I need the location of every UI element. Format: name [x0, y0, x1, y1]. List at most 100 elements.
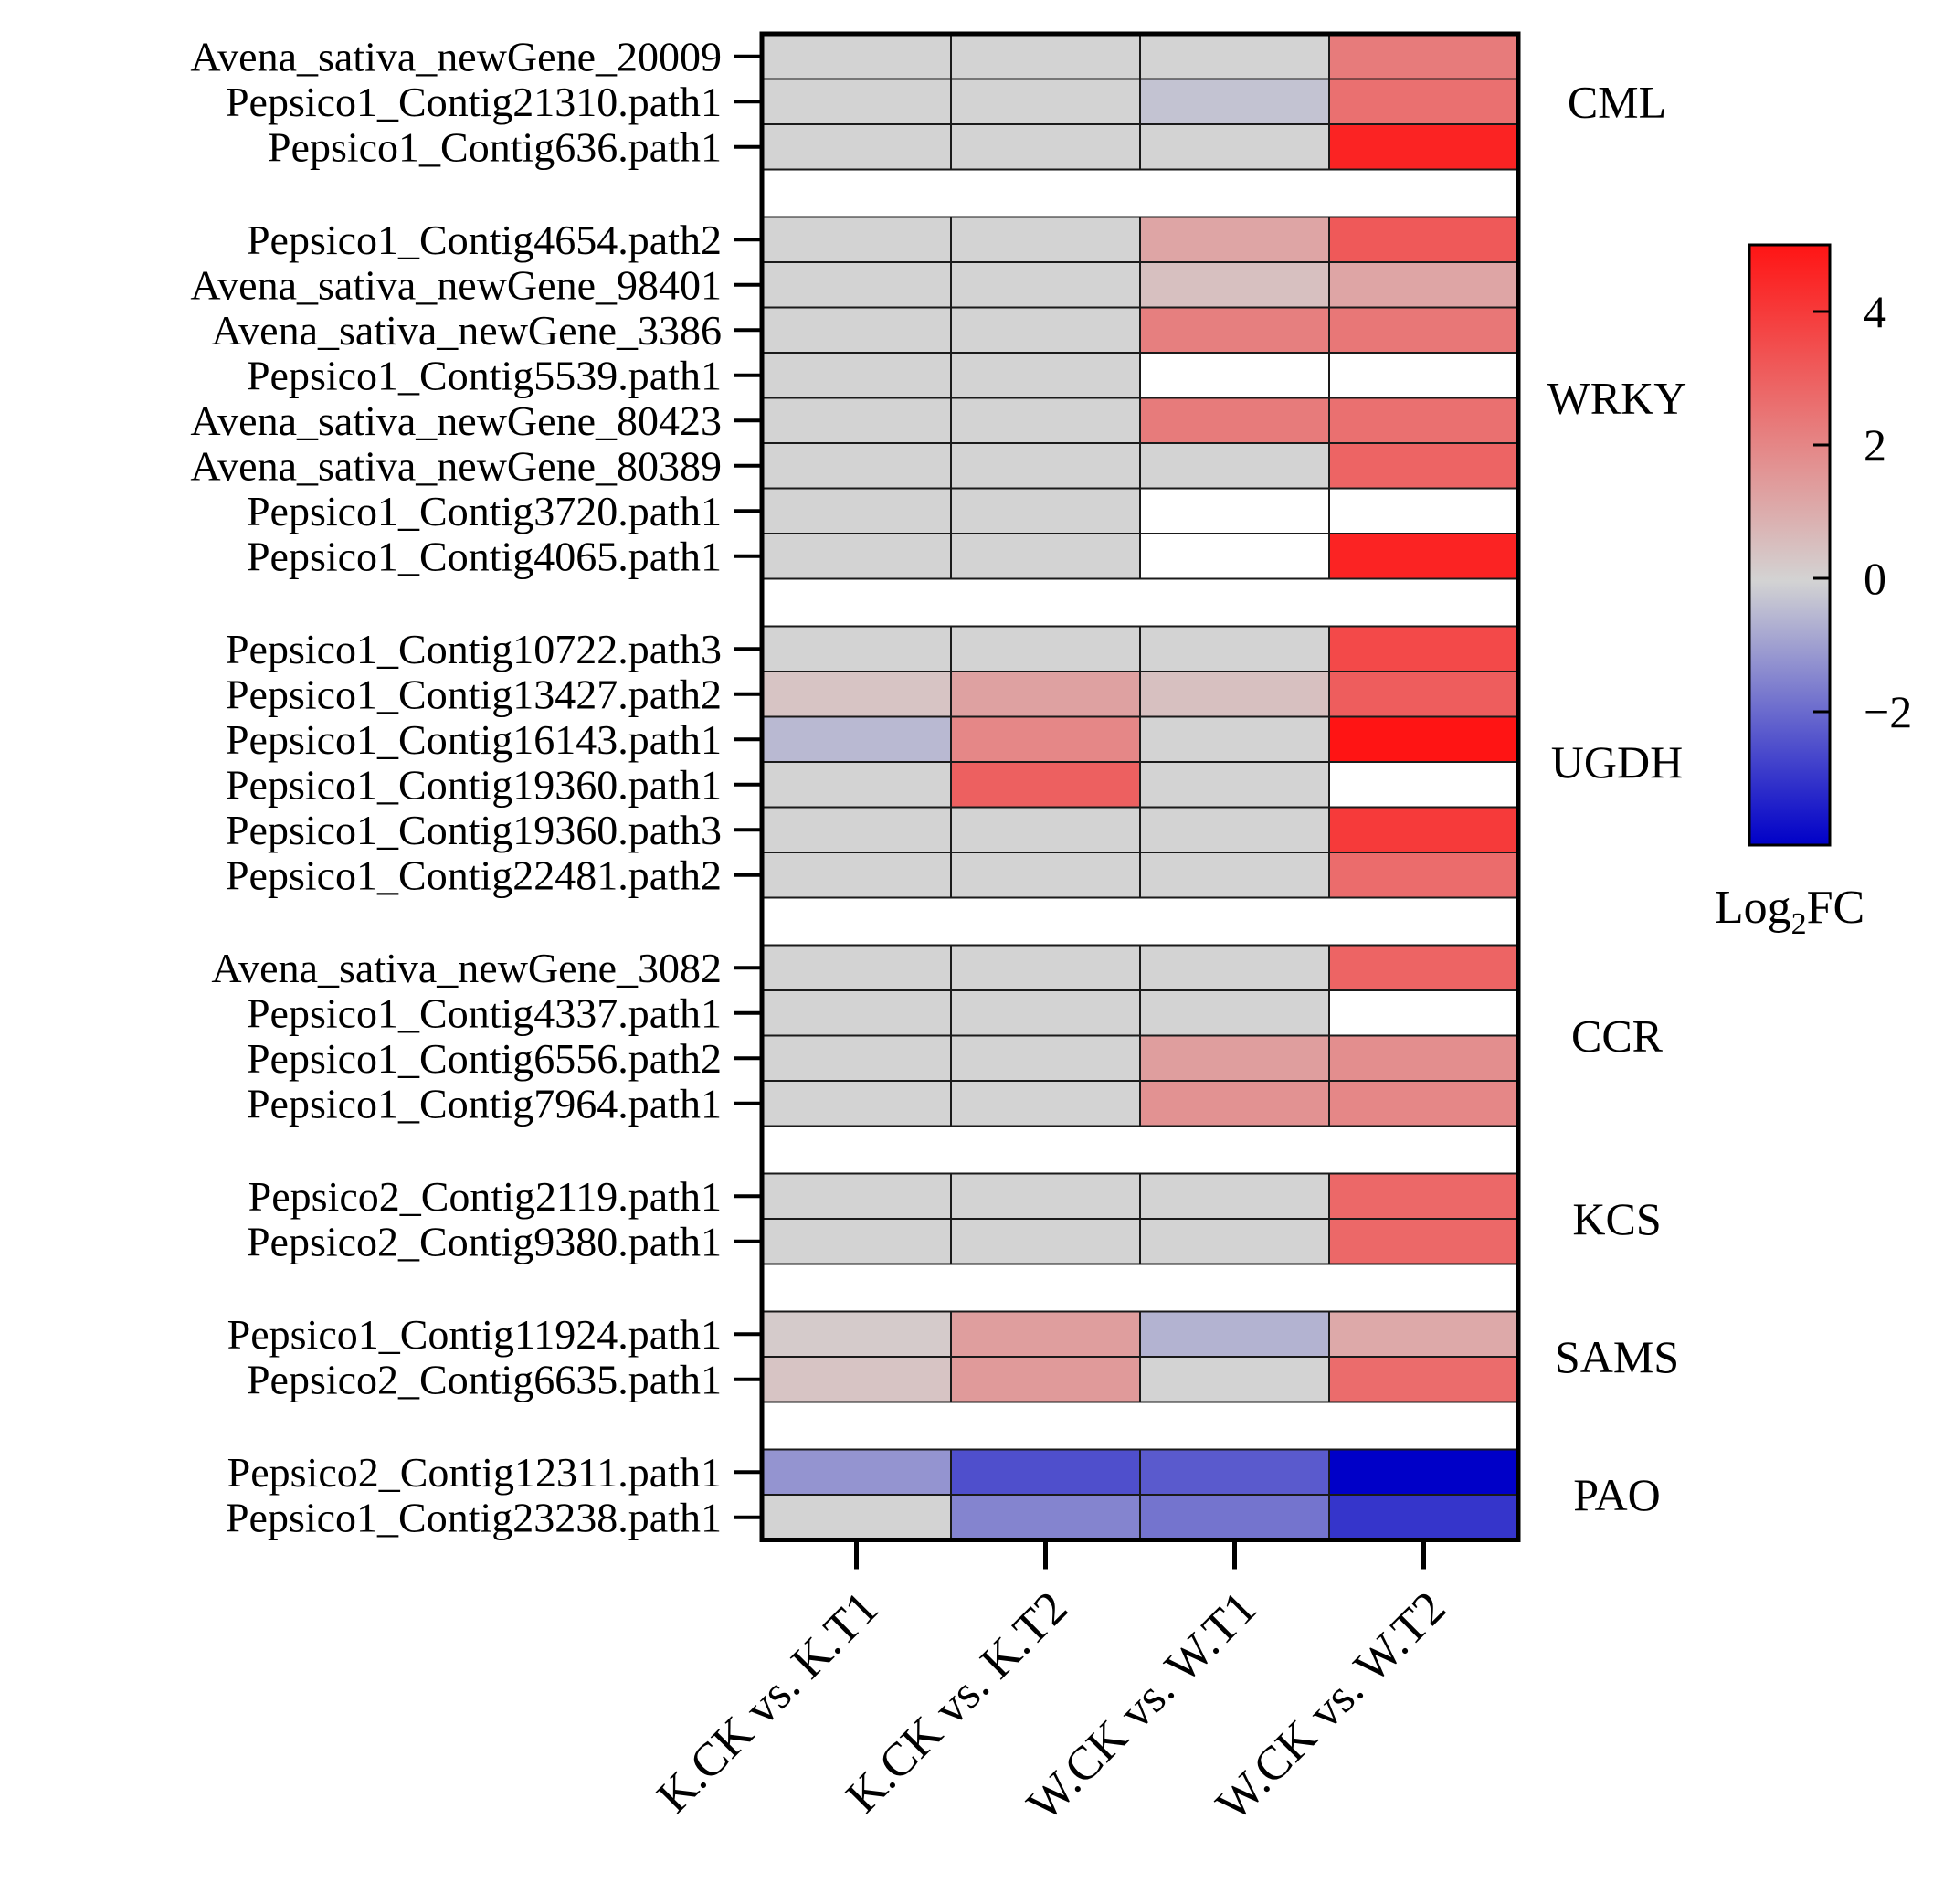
- heatmap-cell: [761, 715, 952, 763]
- heatmap-cell: [950, 33, 1141, 80]
- heatmap-cell: [1328, 442, 1519, 490]
- row-label: Avena_sativa_newGene_80389: [190, 442, 722, 489]
- heatmap-cell: [1139, 1310, 1330, 1358]
- heatmap-cell: [1139, 1080, 1330, 1127]
- heatmap-cell: [761, 1310, 952, 1358]
- heatmap-cell: [950, 1218, 1141, 1265]
- heatmap-cell: [950, 1172, 1141, 1220]
- heatmap-cell: [761, 397, 952, 444]
- heatmap-cell: [950, 261, 1141, 309]
- colorbar-title: Log2FC: [1715, 882, 1864, 941]
- row-label: Pepsico1_Contig5539.path1: [247, 352, 722, 398]
- heatmap-cell: [761, 216, 952, 263]
- heatmap-cell: [1139, 1034, 1330, 1082]
- row-label: Pepsico1_Contig19360.path3: [226, 807, 722, 853]
- heatmap-cell: [1328, 1448, 1519, 1496]
- heatmap-cell: [1139, 944, 1330, 991]
- heatmap-cells: [759, 31, 1521, 1542]
- row-label: Avena_sativa_newGene_20009: [190, 33, 722, 79]
- heatmap-cell: [1139, 1356, 1330, 1403]
- heatmap-cell: [761, 1448, 952, 1496]
- heatmap-cell: [1328, 671, 1519, 718]
- row-label: Pepsico1_Contig21310.path1: [226, 79, 722, 125]
- heatmap-cell: [1139, 625, 1330, 672]
- heatmap-cell: [950, 671, 1141, 718]
- column-labels: K.CK vs. K.T1K.CK vs. K.T2W.CK vs. W.T1W…: [648, 1539, 1456, 1831]
- heatmap-cell: [761, 33, 952, 80]
- colorbar-tick-label: 2: [1864, 419, 1886, 471]
- heatmap-cell: [761, 78, 952, 125]
- heatmap-cell: [1328, 1172, 1519, 1220]
- heatmap-cell: [1328, 625, 1519, 672]
- row-label: Pepsico1_Contig4654.path2: [247, 217, 722, 263]
- heatmap-cell: [1328, 533, 1519, 580]
- heatmap-cell: [1328, 715, 1519, 763]
- heatmap-cell: [1139, 352, 1330, 399]
- colorbar-title-main: Log: [1715, 882, 1791, 934]
- heatmap-cell: [761, 352, 952, 399]
- row-label: Avena_sativa_newGene_3082: [211, 945, 722, 991]
- group-label: PAO: [1573, 1469, 1660, 1520]
- heatmap-cell: [761, 1494, 952, 1541]
- heatmap-cell: [1328, 306, 1519, 354]
- heatmap-cell: [1139, 852, 1330, 899]
- row-label: Pepsico1_Contig23238.path1: [226, 1494, 722, 1540]
- heatmap-cell: [950, 625, 1141, 672]
- heatmap-cell: [950, 1494, 1141, 1541]
- heatmap-cell: [1328, 261, 1519, 309]
- colorbar-tick-label: −2: [1864, 686, 1912, 737]
- heatmap-cell: [1328, 352, 1519, 399]
- heatmap-cell: [1139, 123, 1330, 171]
- heatmap-cell: [761, 487, 952, 534]
- heatmap-cell: [1328, 1494, 1519, 1541]
- heatmap-cell: [761, 989, 952, 1037]
- heatmap-cell: [1139, 989, 1330, 1037]
- heatmap-cell: [950, 761, 1141, 809]
- row-label: Pepsico2_Contig2119.path1: [248, 1173, 722, 1220]
- row-label: Pepsico2_Contig6635.path1: [247, 1356, 722, 1402]
- heatmap-cell: [761, 533, 952, 580]
- row-label: Pepsico1_Contig16143.path1: [226, 716, 722, 763]
- heatmap-cell: [761, 261, 952, 309]
- heatmap-cell: [1328, 1356, 1519, 1403]
- heatmap-cell: [761, 306, 952, 354]
- row-label: Pepsico1_Contig4065.path1: [247, 533, 722, 579]
- heatmap-cell: [761, 123, 952, 171]
- heatmap-cell: [950, 216, 1141, 263]
- row-label: Avena_sativa_newGene_3386: [211, 307, 722, 354]
- heatmap-cell: [950, 715, 1141, 763]
- row-label: Avena_sativa_newGene_98401: [190, 261, 722, 308]
- heatmap-cell: [761, 671, 952, 718]
- heatmap-cell: [1328, 397, 1519, 444]
- heatmap-cell: [1139, 1218, 1330, 1265]
- heatmap-cell: [1328, 33, 1519, 80]
- heatmap-cell: [1328, 761, 1519, 809]
- row-label: Pepsico1_Contig13427.path2: [226, 671, 722, 717]
- heatmap-cell: [1328, 852, 1519, 899]
- colorbar-tick-label: 0: [1864, 553, 1886, 604]
- heatmap-cell: [1139, 397, 1330, 444]
- heatmap-cell: [950, 533, 1141, 580]
- heatmap-cell: [950, 1034, 1141, 1082]
- heatmap-cell: [1139, 761, 1330, 809]
- group-labels: CML WRKY UGDH CCR KCS SAMS PAO: [1547, 76, 1687, 1520]
- row-label: Pepsico1_Contig7964.path1: [247, 1080, 722, 1127]
- heatmap-cell: [1139, 1172, 1330, 1220]
- row-label: Pepsico1_Contig636.path1: [268, 123, 722, 170]
- heatmap-cell: [761, 761, 952, 809]
- heatmap-cell: [761, 944, 952, 991]
- heatmap-cell: [1139, 533, 1330, 580]
- heatmap-cell: [761, 1218, 952, 1265]
- heatmap-cell: [1139, 487, 1330, 534]
- row-label: Pepsico2_Contig9380.path1: [247, 1218, 722, 1264]
- heatmap-cell: [950, 852, 1141, 899]
- row-label: Pepsico1_Contig10722.path3: [226, 626, 722, 672]
- heatmap-cell: [761, 1172, 952, 1220]
- heatmap-frame: [759, 31, 1521, 1542]
- heatmap-cell: [1328, 78, 1519, 125]
- row-label: Pepsico1_Contig6556.path2: [247, 1035, 722, 1082]
- row-labels: Avena_sativa_newGene_20009Pepsico1_Conti…: [190, 33, 762, 1540]
- heatmap-cell: [761, 1080, 952, 1127]
- heatmap-cell: [1139, 1494, 1330, 1541]
- heatmap-cell: [761, 852, 952, 899]
